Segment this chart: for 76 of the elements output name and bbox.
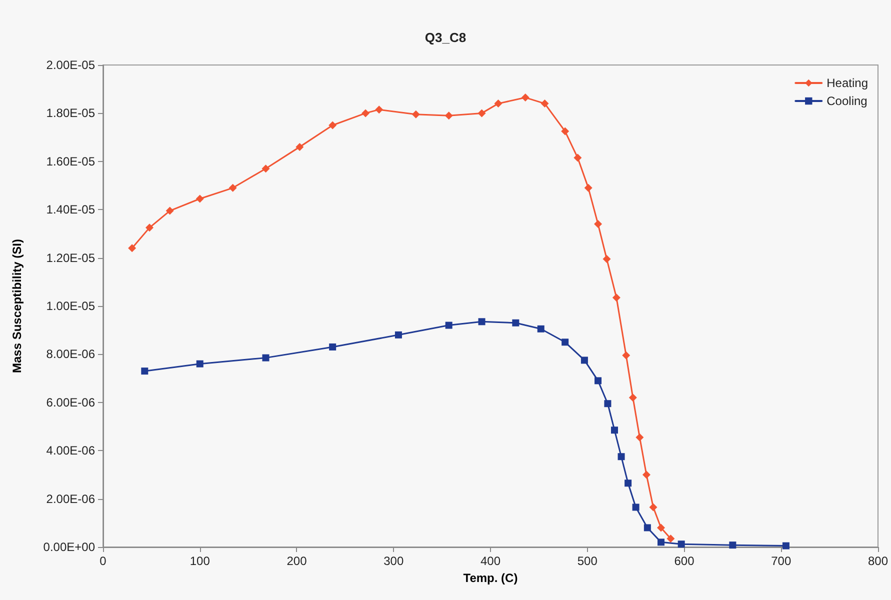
y-axis-title: Mass Susceptibility (SI): [10, 238, 24, 374]
y-tick-label: 0.00E+00: [43, 540, 96, 554]
point: [580, 356, 588, 364]
point: [128, 244, 136, 252]
point: [394, 331, 402, 338]
point: [604, 400, 612, 408]
y-tick-label: 4.00E-06: [46, 444, 96, 458]
x-tick-label: 500: [577, 554, 598, 568]
x-tick-label: 200: [286, 554, 308, 568]
point: [196, 360, 204, 368]
point: [618, 453, 625, 460]
point: [375, 106, 384, 114]
point: [610, 426, 618, 434]
y-tick-label: 1.80E-05: [46, 106, 96, 120]
point: [362, 109, 370, 118]
point: [228, 184, 237, 192]
point: [561, 127, 570, 136]
point: [478, 109, 486, 118]
x-tick-label: 0: [100, 554, 107, 568]
point: [782, 542, 790, 550]
y-tick-label: 2.00E-06: [46, 492, 96, 506]
point: [296, 142, 304, 151]
point: [642, 470, 650, 479]
point: [636, 433, 644, 442]
x-tick-label: 100: [190, 554, 210, 568]
point: [594, 220, 602, 228]
point: [632, 504, 640, 511]
point: [262, 354, 270, 362]
point: [540, 100, 549, 108]
x-axis-title: Temp. (C): [463, 570, 518, 585]
point: [444, 112, 453, 120]
point: [262, 164, 270, 173]
point: [656, 524, 665, 532]
point: [649, 503, 658, 512]
point: [624, 480, 632, 487]
point: [644, 524, 651, 532]
point: [584, 184, 592, 192]
point: [412, 110, 420, 118]
point: [729, 542, 736, 549]
y-tick-label: 1.60E-05: [46, 154, 96, 168]
point: [537, 325, 544, 332]
y-tick-label: 2.00E-05: [46, 58, 96, 72]
y-tick-label: 1.00E-05: [46, 299, 96, 313]
x-tick-label: 800: [868, 554, 888, 568]
point: [628, 394, 637, 402]
x-tick-label: 700: [771, 554, 792, 568]
y-tick-label: 1.20E-05: [46, 250, 96, 265]
point: [512, 319, 520, 326]
point: [602, 255, 611, 264]
point: [666, 534, 675, 543]
point: [445, 322, 452, 329]
point: [494, 100, 502, 108]
y-tick-label: 8.00E-06: [46, 347, 96, 362]
y-tick-label: 6.00E-06: [46, 395, 96, 410]
point: [657, 538, 664, 546]
point: [146, 224, 154, 232]
x-tick-label: 600: [674, 554, 695, 568]
point: [622, 351, 630, 360]
point: [562, 338, 569, 346]
point: [328, 121, 337, 130]
point: [612, 294, 620, 302]
point: [196, 194, 204, 203]
legend-label: Heating: [826, 76, 868, 90]
point: [574, 154, 582, 162]
chart-title: Q3_C8: [424, 30, 466, 45]
y-tick-label: 1.40E-05: [46, 202, 96, 217]
point: [521, 94, 530, 102]
legend-label: Cooling: [826, 94, 868, 108]
point: [678, 540, 685, 548]
point: [141, 368, 148, 375]
x-tick-label: 400: [480, 554, 501, 568]
point: [478, 318, 486, 326]
point: [329, 343, 336, 350]
point: [594, 377, 602, 384]
x-tick-label: 300: [384, 554, 404, 568]
point: [166, 206, 174, 215]
